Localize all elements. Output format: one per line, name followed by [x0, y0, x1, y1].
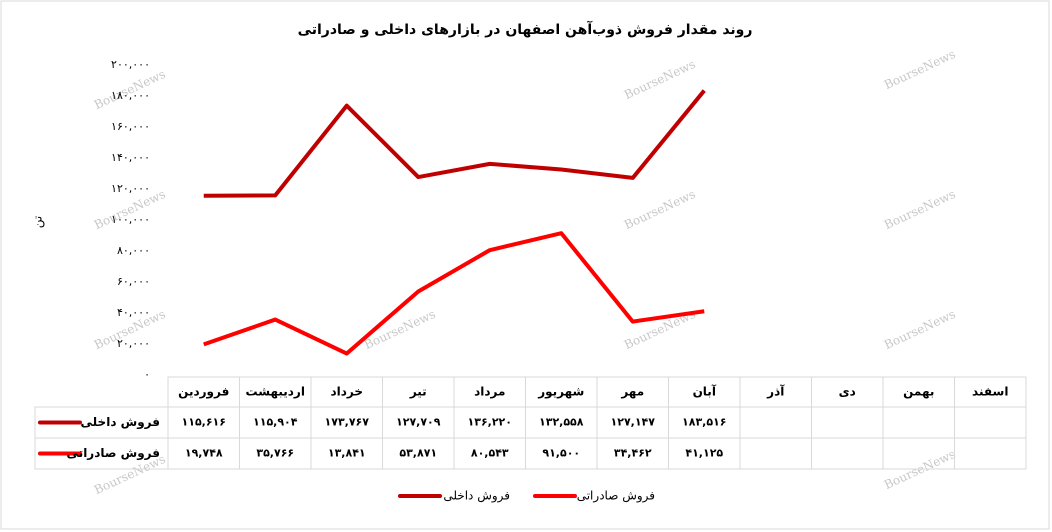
table-cell — [954, 376, 1027, 470]
series-line — [203, 89, 706, 198]
data-label: ۱۳,۸۴۱ — [328, 447, 366, 460]
data-label: ۱۳۲,۵۵۸ — [539, 416, 584, 429]
series-line — [203, 231, 705, 356]
data-label: ۳۵,۷۶۶ — [256, 447, 294, 460]
data-label: ۱۲۷,۱۴۷ — [611, 416, 656, 429]
y-tick-label: ۲۰۰,۰۰۰ — [111, 58, 150, 71]
data-label: ۱۳۶,۲۲۰ — [468, 416, 512, 429]
data-label: ۱۱۵,۶۱۶ — [182, 416, 226, 429]
y-tick-label: ۱۸۰,۰۰۰ — [111, 89, 150, 102]
data-label: ۱۲۷,۷۰۹ — [396, 416, 441, 429]
x-tick-label: بهمن — [903, 385, 934, 399]
data-label: ۴۱,۱۲۵ — [685, 447, 723, 460]
data-label: ۵۳,۸۷۱ — [399, 447, 437, 460]
y-tick-label: ۱۴۰,۰۰۰ — [111, 151, 150, 164]
y-tick-label: ۴۰,۰۰۰ — [117, 306, 150, 319]
legend-label: فروش داخلی — [443, 489, 510, 504]
legend-label: فروش صادراتی — [577, 489, 655, 504]
y-tick-label: ۶۰,۰۰۰ — [117, 275, 150, 288]
x-tick-label: اردیبهشت — [246, 385, 305, 399]
x-tick-label: فروردین — [178, 385, 229, 400]
y-tick-label: ۸۰,۰۰۰ — [117, 244, 150, 257]
y-tick-label: ۰ — [144, 368, 150, 381]
x-tick-label: آذر — [766, 384, 785, 399]
table-series-name: فروش داخلی — [81, 415, 160, 430]
y-tick-label: ۱۰۰,۰۰۰ — [111, 213, 150, 226]
x-tick-label: اسفند — [972, 385, 1008, 399]
y-axis-label: تن — [31, 216, 46, 228]
x-tick-label: خرداد — [330, 385, 363, 399]
y-tick-label: ۱۲۰,۰۰۰ — [111, 182, 150, 195]
data-label: ۱۸۳,۵۱۶ — [682, 416, 726, 429]
x-tick-label: دی — [839, 385, 856, 399]
x-tick-label: مرداد — [474, 385, 505, 399]
table-series-name: فروش صادراتی — [67, 446, 160, 461]
x-tick-label: آبان — [693, 384, 717, 399]
data-label: ۹۱,۵۰۰ — [542, 447, 580, 460]
data-label: ۸۰,۵۴۳ — [471, 447, 509, 460]
y-tick-label: ۲۰,۰۰۰ — [117, 337, 150, 350]
y-tick-label: ۱۶۰,۰۰۰ — [111, 120, 150, 133]
data-label: ۱۱۵,۹۰۴ — [253, 416, 298, 429]
data-label: ۱۹,۷۴۸ — [185, 447, 223, 460]
data-label: ۳۴,۴۶۲ — [614, 447, 652, 460]
chart-title: روند مقدار فروش ذوب‌آهن اصفهان در بازاره… — [298, 20, 753, 38]
data-label: ۱۷۳,۷۶۷ — [325, 416, 370, 429]
x-tick-label: شهریور — [537, 385, 584, 400]
x-tick-label: مهر — [620, 385, 644, 399]
x-tick-label: تیر — [409, 385, 427, 399]
